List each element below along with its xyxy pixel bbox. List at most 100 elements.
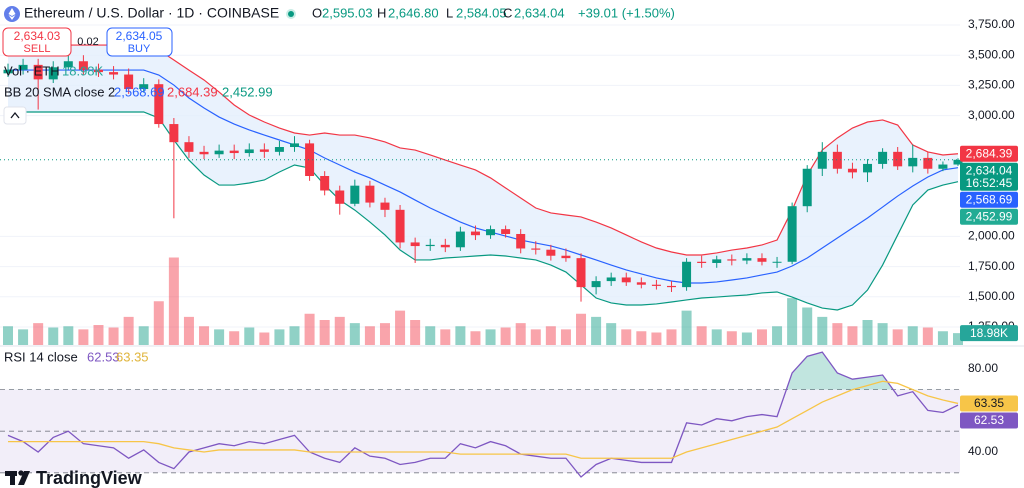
candle-body — [802, 168, 812, 207]
ohlc-value: 2,634.04 — [514, 5, 565, 20]
volume-bar — [395, 310, 406, 345]
candle-body — [486, 229, 496, 236]
ohlc-key: O — [312, 5, 322, 20]
bb-basis-value: 2,568.69 — [114, 84, 165, 99]
rsi-ma-value: 63.35 — [116, 349, 149, 364]
volume-bar — [3, 326, 13, 345]
candle-body — [365, 185, 375, 203]
rsi-ma-line — [8, 380, 959, 459]
bb-title: BB 20 SMA close 2 — [4, 84, 115, 99]
candle-body — [606, 277, 616, 282]
candle-body — [93, 69, 103, 73]
volume-bar — [214, 329, 225, 345]
ohlc-key: C — [503, 5, 512, 20]
volume-bar — [530, 329, 541, 345]
candle-body — [290, 143, 300, 148]
candle-body — [878, 151, 888, 164]
price-badge-label: 18.98K — [970, 326, 1008, 340]
volume-bar — [545, 326, 556, 345]
market-status-dot — [288, 11, 294, 17]
candle-body — [109, 72, 119, 75]
candle-body — [832, 151, 842, 169]
candle-body — [274, 147, 284, 152]
sell-price: 2,634.03 — [14, 29, 61, 43]
candle-body — [651, 284, 661, 286]
y-tick-label: 3,250.00 — [968, 78, 1015, 92]
volume-bar — [349, 323, 360, 345]
logo-text: TradingView — [36, 468, 143, 488]
rsi-line — [7, 351, 959, 478]
volume-bar — [787, 298, 798, 345]
candle-body — [320, 176, 330, 191]
candle-body — [953, 159, 963, 165]
volume-bar — [591, 316, 602, 345]
y-tick-label: 80.00 — [968, 361, 998, 375]
volume-bar — [937, 331, 948, 345]
volume-bar — [108, 327, 119, 345]
volume-bar — [229, 331, 240, 345]
y-tick-label: 3,750.00 — [968, 17, 1015, 31]
price-badge — [960, 191, 1018, 208]
candle-body — [229, 150, 239, 154]
volume-bar — [606, 323, 617, 345]
volume-bar — [651, 332, 662, 345]
candle-body — [666, 285, 676, 288]
volume-bar — [576, 313, 587, 345]
volume-bar — [63, 326, 74, 345]
candle-body — [863, 163, 873, 173]
candle-body — [893, 151, 903, 167]
volume-bar — [696, 326, 707, 345]
candle-body — [410, 242, 420, 247]
bb-basis-line — [8, 69, 959, 284]
candle-body — [244, 149, 254, 154]
volume-bar — [33, 323, 44, 345]
candle-body — [742, 258, 752, 261]
price-badge-label: 2,568.69 — [966, 192, 1013, 206]
candle-body — [682, 261, 692, 288]
volume-value: 18.98K — [62, 63, 104, 78]
volume-bar — [847, 326, 858, 345]
candle-body — [33, 64, 43, 80]
price-badge — [960, 145, 1018, 162]
volume-bar — [772, 326, 783, 345]
spread: 0.02 — [77, 36, 98, 48]
ohlc-value: 2,646.80 — [388, 5, 439, 20]
candle-body — [214, 150, 224, 155]
volume-bar — [425, 326, 436, 345]
price-badge — [960, 412, 1018, 429]
symbol-icon-glyph — [8, 8, 16, 20]
price-axis: 3,750.00 3,500.00 3,250.00 3,000.00 2,000.00… — [960, 17, 1018, 458]
candle-body — [380, 202, 390, 210]
volume-bar — [681, 310, 692, 345]
volume-bar — [922, 327, 933, 345]
countdown: 16:52:45 — [966, 176, 1013, 190]
candle-body — [516, 233, 526, 249]
price-badge-label: 2,452.99 — [966, 209, 1013, 223]
candle-body — [787, 206, 797, 262]
candle-body — [561, 255, 571, 259]
volume-bar — [560, 329, 571, 345]
price-badge-label: 62.53 — [974, 413, 1004, 427]
candle-body — [305, 143, 315, 177]
candle-body — [78, 61, 88, 70]
y-tick-label: 3,500.00 — [968, 47, 1015, 61]
plot-area — [0, 24, 963, 478]
volume-bar — [802, 307, 813, 345]
candle-body — [18, 64, 28, 70]
rsi-title: RSI 14 close — [4, 349, 78, 364]
candle-body — [757, 258, 767, 262]
candle-body — [847, 168, 857, 173]
candle-body — [48, 67, 58, 80]
candle-body — [154, 84, 164, 125]
volume-bar — [168, 257, 179, 345]
candle-body — [455, 231, 465, 248]
sell-button[interactable] — [2, 27, 72, 57]
volume-bar — [726, 331, 737, 345]
y-tick-label: 1,750.00 — [968, 259, 1015, 273]
price-badge — [960, 325, 1018, 342]
volume-bar — [379, 323, 390, 345]
buy-button[interactable] — [106, 27, 173, 57]
bb-lower-value: 2,452.99 — [222, 84, 273, 99]
collapse-button[interactable] — [3, 106, 27, 125]
ohlc-key: H — [377, 5, 386, 20]
